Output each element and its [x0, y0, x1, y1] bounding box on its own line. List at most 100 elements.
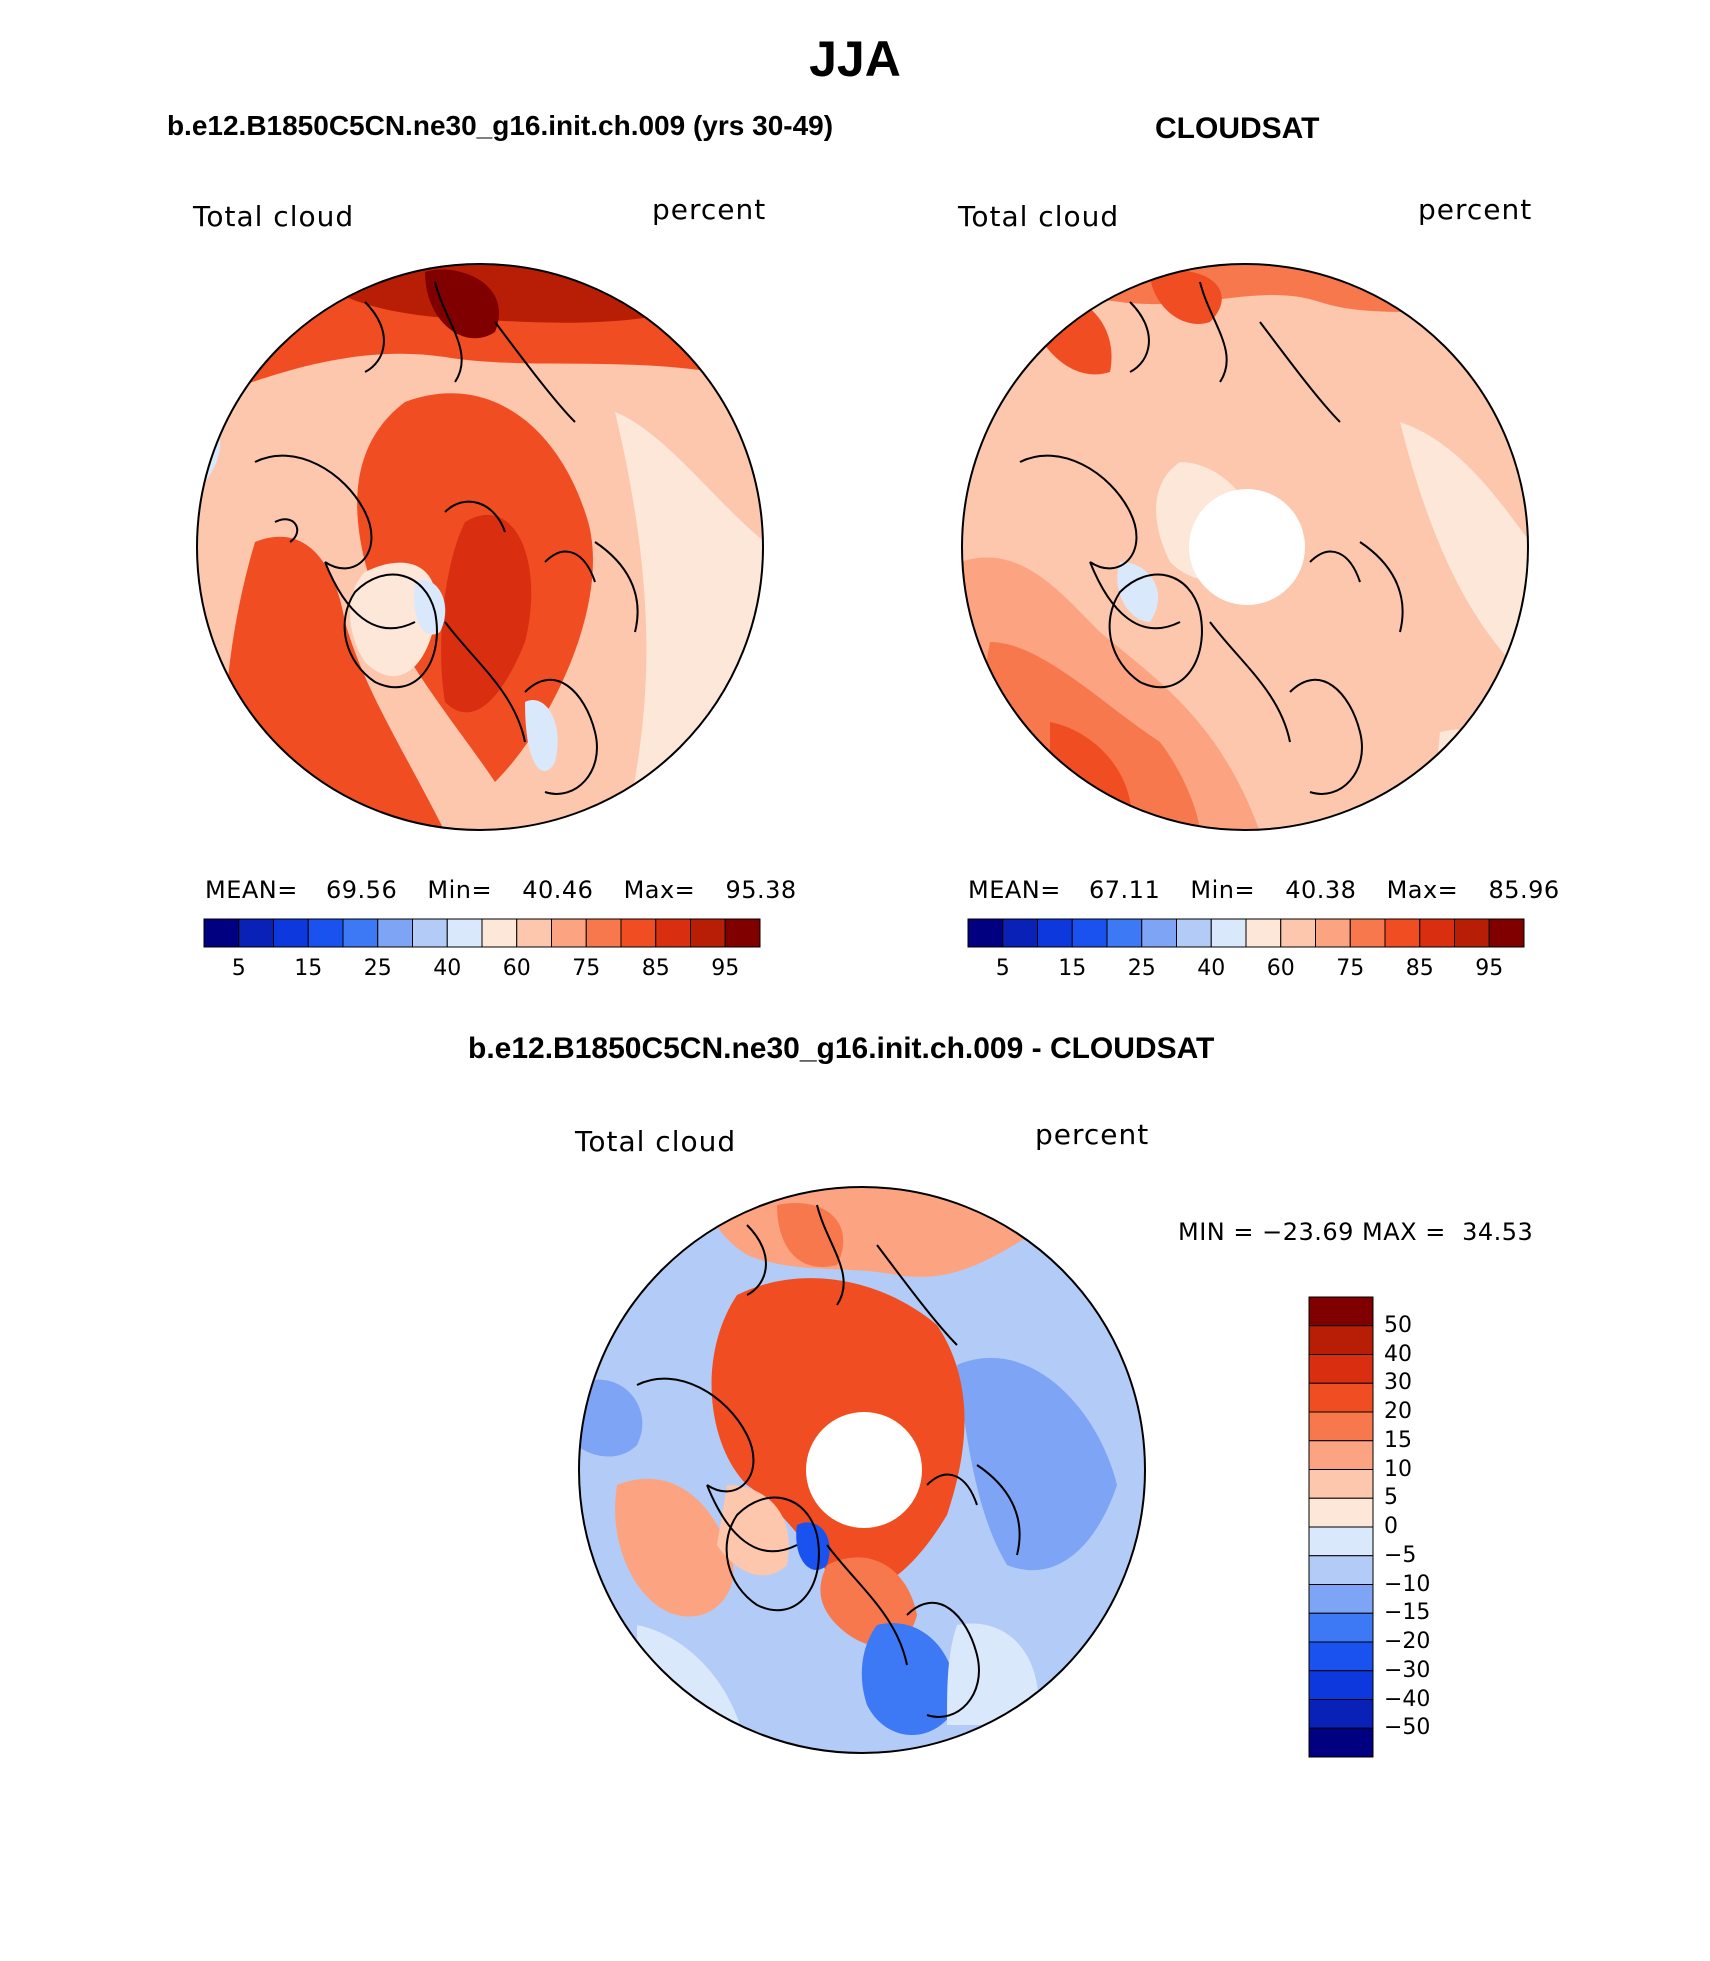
colorbar-tick-label: −30 [1384, 1657, 1431, 1683]
colorbar-tick-label: 30 [1384, 1370, 1412, 1396]
colorbar-tick-label: 5 [995, 956, 1010, 981]
colorbar-swatch [1308, 1641, 1374, 1672]
panel-1-max-value: 95.38 [725, 876, 797, 904]
panel-2-min-label: Min= [1190, 876, 1256, 904]
colorbar-swatch [1176, 918, 1212, 948]
panel-1-title: b.e12.B1850C5CN.ne30_g16.init.ch.009 (yr… [166, 110, 834, 141]
colorbar-swatch [273, 918, 309, 948]
colorbar-tick-label: 60 [502, 956, 531, 981]
colorbar-swatch [551, 918, 587, 948]
colorbar-swatch [377, 918, 413, 948]
colorbar-swatch [1308, 1296, 1374, 1327]
colorbar-tick-label: 95 [711, 956, 740, 981]
colorbar-swatch [1308, 1526, 1374, 1557]
difference-title: b.e12.B1850C5CN.ne30_g16.init.ch.009 - C… [468, 1032, 1215, 1065]
colorbar-tick-label: 25 [1127, 956, 1156, 981]
panel-1-max-label: Max= [623, 876, 696, 904]
colorbar-swatch [1419, 918, 1455, 948]
colorbar-tick-label: 40 [1384, 1341, 1412, 1367]
panel-1-min-label: Min= [427, 876, 493, 904]
colorbar-tick-label: 50 [1384, 1312, 1412, 1338]
difference-minmax: MIN = −23.69 MAX = 34.53 [1178, 1218, 1534, 1246]
panel-2-min-value: 40.38 [1285, 876, 1357, 904]
colorbar-swatch [446, 918, 483, 948]
colorbar-tick-label: 95 [1475, 956, 1504, 981]
colorbar-swatch [655, 918, 691, 948]
colorbar-tick-label: 25 [363, 956, 392, 981]
colorbar-swatch [1308, 1584, 1374, 1614]
panel-1-variable-label: Total cloud [193, 200, 355, 233]
colorbar-swatch [516, 918, 552, 948]
colorbar-tick-label: −20 [1384, 1629, 1431, 1654]
colorbar-tick-label: 5 [1384, 1485, 1398, 1511]
colorbar-swatch [1308, 1670, 1374, 1700]
colorbar-swatch [1106, 918, 1143, 948]
figure-title: JJA [809, 31, 901, 87]
panel-2-max-label: Max= [1386, 876, 1459, 904]
panel-2-colorbar [967, 918, 1525, 948]
colorbar-swatch [1308, 1382, 1374, 1413]
colorbar-swatch [1308, 1727, 1374, 1758]
colorbar-tick-label: 5 [231, 956, 246, 981]
difference-variable-label: Total cloud [575, 1125, 737, 1158]
panel-1-units-label: percent [652, 193, 767, 226]
colorbar-tick-label: 40 [433, 956, 462, 981]
colorbar-tick-label: −15 [1384, 1600, 1431, 1626]
difference-units-label: percent [1035, 1118, 1150, 1151]
panel-1-mean-label: MEAN= [205, 876, 298, 904]
colorbar-swatch [724, 918, 761, 948]
colorbar-tick-label: 60 [1266, 956, 1295, 981]
colorbar-swatch [412, 918, 448, 948]
colorbar-swatch [307, 918, 344, 948]
panel-1-colorbar-labels: 5 15 25 40 60 75 85 95 [203, 956, 763, 986]
colorbar-tick-label: −5 [1384, 1542, 1417, 1568]
panel-2-title: CLOUDSAT [1155, 112, 1320, 145]
colorbar-swatch [238, 918, 274, 948]
colorbar-tick-label: 85 [1405, 956, 1434, 981]
colorbar-swatch [481, 918, 518, 948]
colorbar-tick-label: 15 [1384, 1427, 1412, 1453]
panel-2-stats: MEAN= 67.11 Min= 40.38 Max= 85.96 [968, 876, 1560, 904]
colorbar-tick-label: −50 [1384, 1715, 1431, 1741]
colorbar-tick-label: 15 [1058, 956, 1087, 981]
colorbar-tick-label: 15 [294, 956, 323, 981]
difference-colorbar [1308, 1296, 1374, 1758]
colorbar-swatch [1454, 918, 1490, 948]
colorbar-swatch [1308, 1411, 1374, 1442]
colorbar-swatch [1141, 918, 1177, 948]
colorbar-swatch [967, 918, 1004, 948]
panel-1-stats: MEAN= 69.56 Min= 40.46 Max= 95.38 [205, 876, 797, 904]
colorbar-swatch [1308, 1497, 1374, 1528]
colorbar-tick-label: 0 [1384, 1514, 1398, 1539]
colorbar-tick-label: 75 [572, 956, 601, 981]
colorbar-tick-label: 10 [1384, 1456, 1412, 1482]
colorbar-tick-label: −10 [1384, 1571, 1431, 1597]
difference-map [578, 1186, 1146, 1754]
colorbar-swatch [1315, 918, 1351, 948]
colorbar-swatch [1280, 918, 1316, 948]
colorbar-swatch [1349, 918, 1386, 948]
panel-1-colorbar [203, 918, 761, 948]
colorbar-tick-label: 85 [641, 956, 670, 981]
colorbar-swatch [620, 918, 657, 948]
panel-2-units-label: percent [1418, 193, 1533, 226]
colorbar-swatch [1308, 1469, 1374, 1499]
colorbar-swatch [1308, 1612, 1374, 1643]
panel-2-mean-label: MEAN= [968, 876, 1061, 904]
colorbar-swatch [1002, 918, 1038, 948]
colorbar-tick-label: 75 [1336, 956, 1365, 981]
colorbar-swatch [1308, 1354, 1374, 1384]
colorbar-swatch [1488, 918, 1525, 948]
colorbar-swatch [1308, 1555, 1374, 1585]
panel-2-map [961, 263, 1529, 831]
colorbar-swatch [1384, 918, 1421, 948]
difference-colorbar-labels: 50 40 30 20 15 10 5 0 −5 −10 −15 −20 −30 −40 −50 [1384, 1296, 1464, 1760]
colorbar-swatch [1245, 918, 1282, 948]
panel-1-map [196, 263, 764, 831]
colorbar-swatch [1308, 1699, 1374, 1729]
colorbar-swatch [1210, 918, 1247, 948]
panel-2-max-value: 85.96 [1488, 876, 1560, 904]
colorbar-swatch [1308, 1325, 1374, 1355]
panel-2-variable-label: Total cloud [958, 200, 1120, 233]
panel-2-mean-value: 67.11 [1089, 876, 1161, 904]
